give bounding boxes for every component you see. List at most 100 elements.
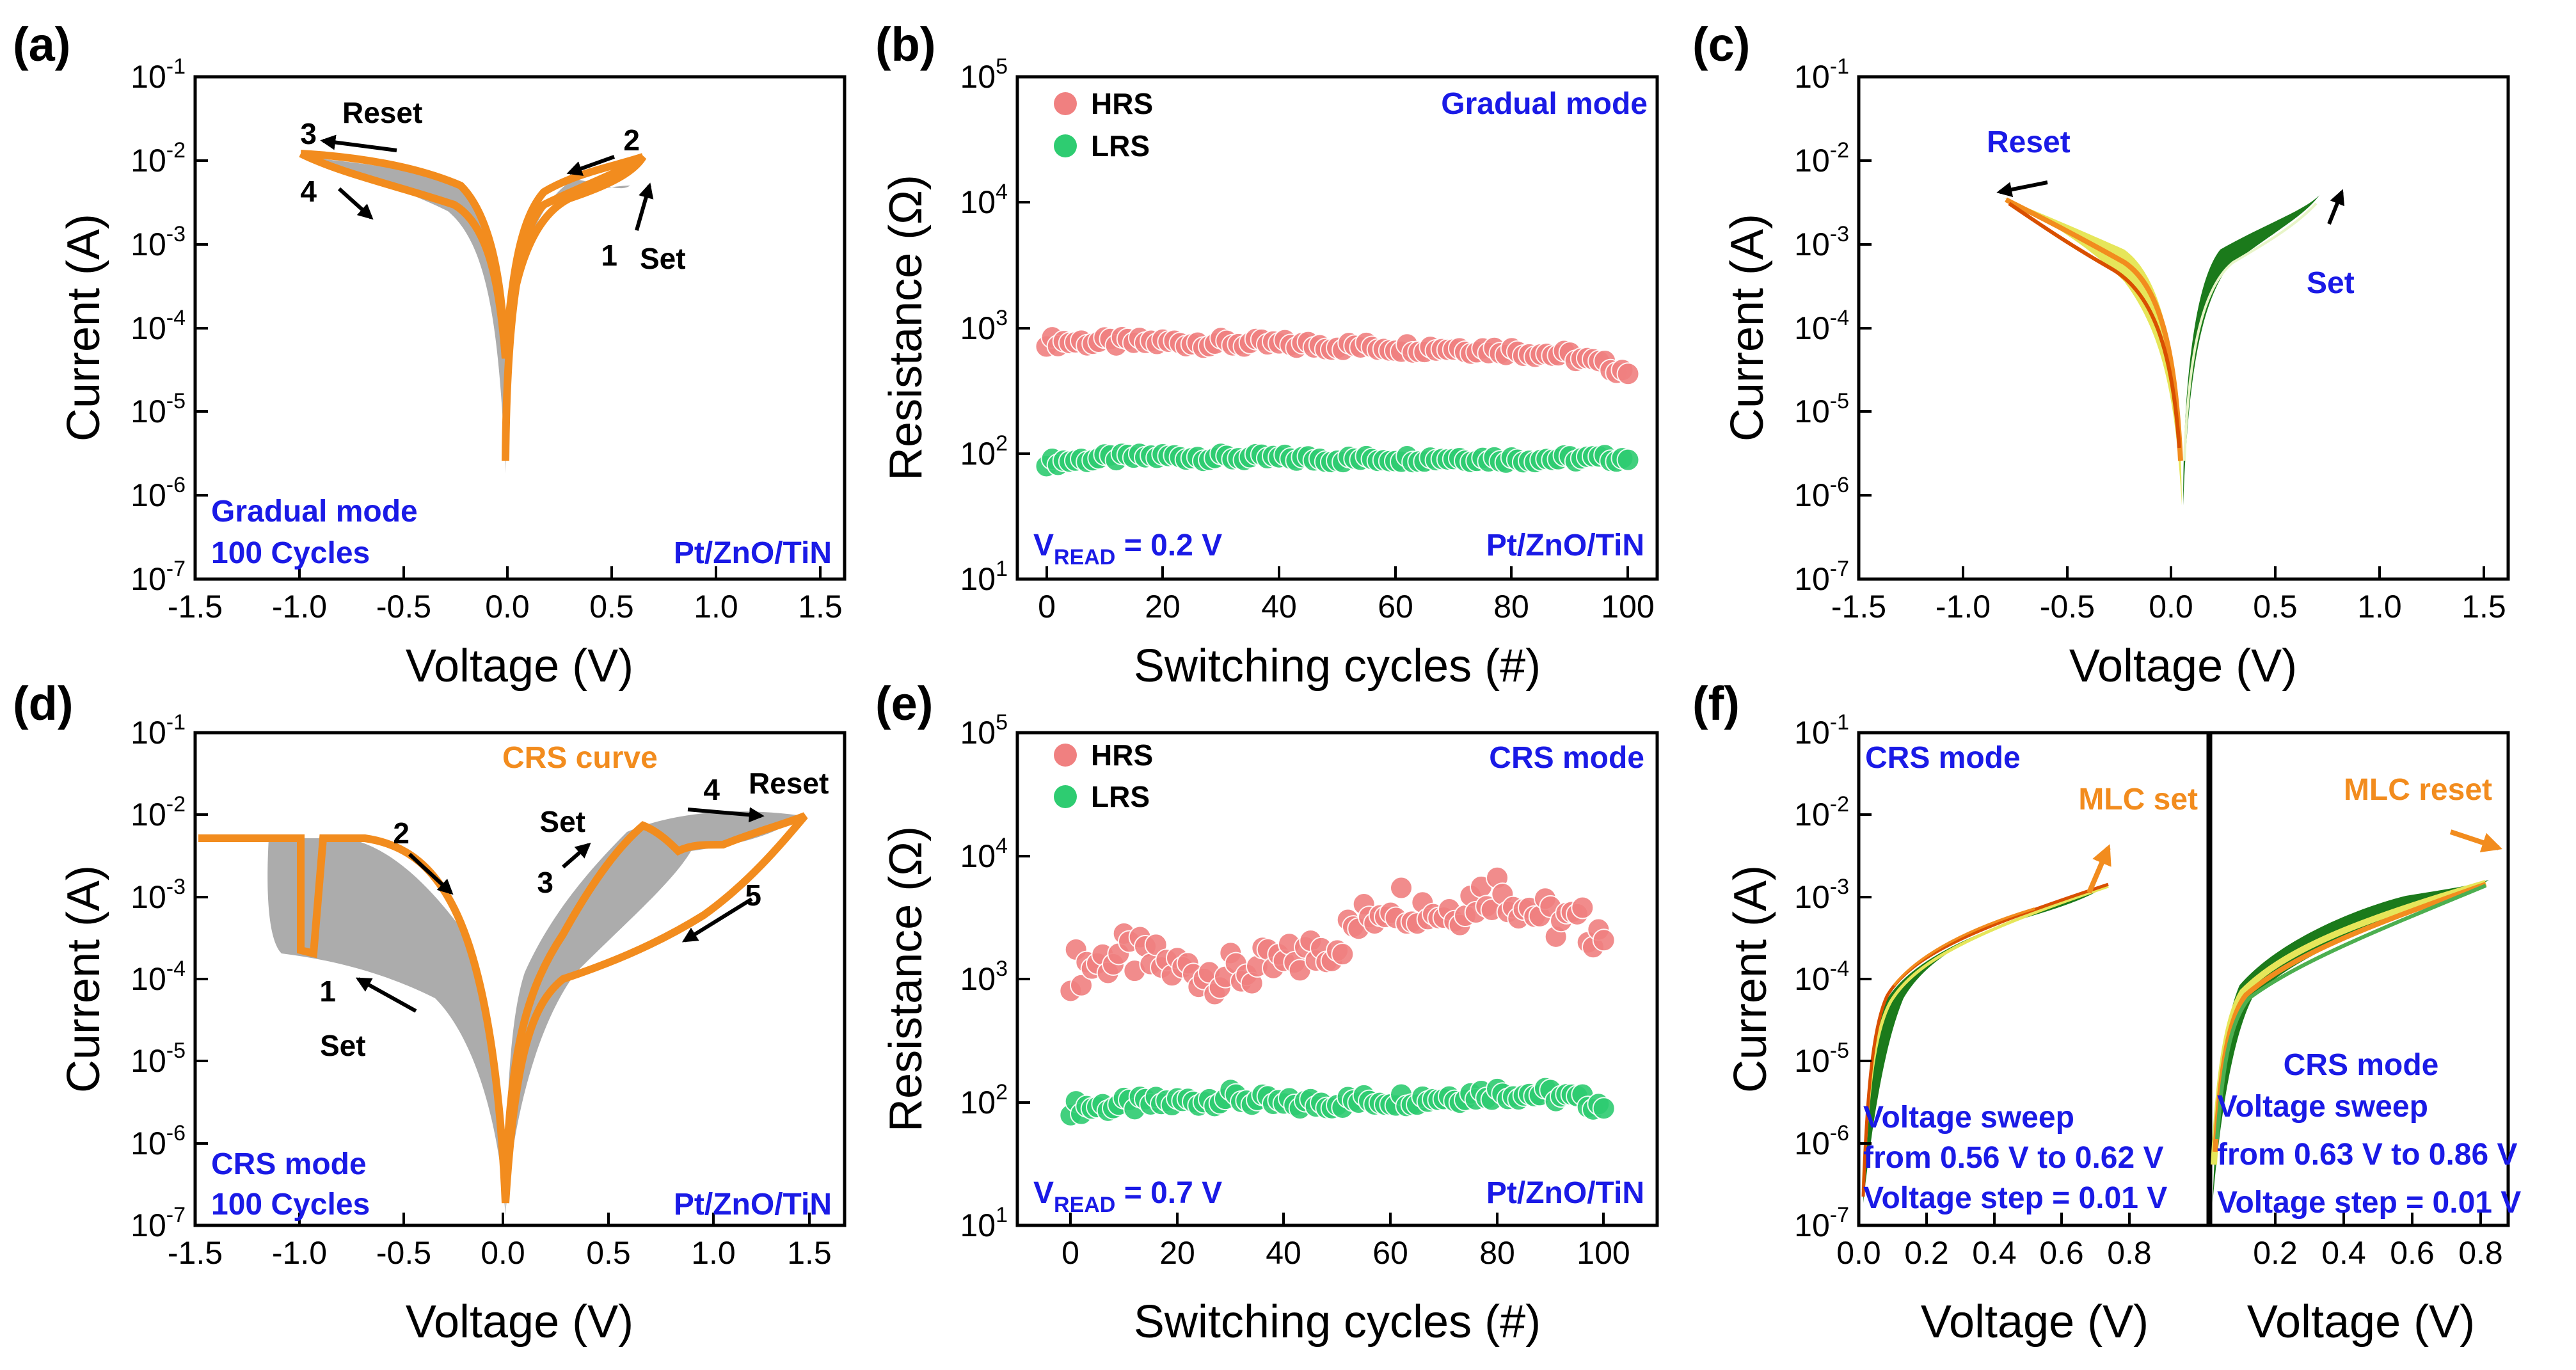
- svg-text:-0.5: -0.5: [2040, 589, 2095, 625]
- svg-text:-0.5: -0.5: [376, 1235, 431, 1271]
- panel-a-arrow-2: [566, 155, 616, 176]
- panel-c-reset: Reset: [1987, 125, 2071, 159]
- svg-text:80: 80: [1479, 1235, 1515, 1271]
- panel-f-left-curves: [1861, 882, 2109, 1203]
- svg-text:10-5: 10-5: [1794, 389, 1849, 429]
- panel-e-legend-hrs: HRS: [1091, 738, 1153, 772]
- svg-text:104: 104: [960, 834, 1008, 874]
- panel-d-n4: 4: [703, 773, 720, 806]
- lrs-point: [1616, 448, 1640, 472]
- panel-a-mode: Gradual mode: [211, 495, 418, 529]
- panel-d-arrow-1: [355, 977, 417, 1013]
- panel-e-xlabel: Switching cycles (#): [1134, 1296, 1541, 1348]
- panel-a-xlabel: Voltage (V): [406, 641, 633, 692]
- svg-text:0.0: 0.0: [1836, 1235, 1881, 1271]
- panel-e: (e) 0 20 40 60 80 100 105 104 103 102 101 Sw…: [875, 677, 1659, 1348]
- panel-f-arrow-mlc-reset: [2449, 829, 2503, 853]
- panel-f-step-left: Voltage step = 0.01 V: [1863, 1181, 2167, 1215]
- panel-d-n3: 3: [537, 866, 553, 899]
- svg-text:0.6: 0.6: [2390, 1235, 2435, 1271]
- panel-d-arrow-3: [562, 842, 591, 869]
- panel-a-arrow-4: [337, 187, 374, 220]
- panel-c-curves: [2003, 195, 2319, 506]
- panel-a-ylabel: Current (A): [58, 214, 109, 442]
- svg-text:0.4: 0.4: [2321, 1235, 2366, 1271]
- panel-d-reset: Reset: [749, 767, 829, 800]
- hrs-point: [1616, 362, 1640, 386]
- svg-text:10-4: 10-4: [1794, 957, 1849, 997]
- panel-f-mlc-reset: MLC reset: [2344, 773, 2492, 807]
- svg-text:10-6: 10-6: [1794, 473, 1849, 513]
- panel-e-legend-lrs: LRS: [1091, 780, 1150, 813]
- svg-text:100: 100: [1577, 1235, 1630, 1271]
- panel-a-ticks: [194, 76, 822, 580]
- svg-text:10-3: 10-3: [131, 875, 186, 915]
- svg-text:104: 104: [960, 180, 1008, 220]
- panel-d-n2: 2: [393, 816, 409, 850]
- svg-text:40: 40: [1266, 1235, 1301, 1271]
- lrs-point: [1592, 1097, 1616, 1120]
- panel-c: (c) -1.5 -1.0 -0.5 0.0 0.5 1.0 1.5 10-1 10-2: [1692, 18, 2510, 692]
- svg-text:10-6: 10-6: [1794, 1121, 1849, 1161]
- svg-text:0.5: 0.5: [2253, 589, 2298, 625]
- panel-e-label: (e): [875, 677, 933, 730]
- panel-f: (f) 0.0 0.2 0.4: [1692, 677, 2521, 1348]
- panel-a-n4: 4: [300, 175, 317, 208]
- panel-e-ticks: [1017, 731, 1605, 1227]
- svg-text:101: 101: [960, 1203, 1008, 1243]
- panel-c-ylabel: Current (A): [1722, 214, 1773, 442]
- panel-f-mlc-set: MLC set: [2078, 783, 2198, 816]
- panel-d-ticks: [194, 731, 811, 1227]
- svg-text:0: 0: [1061, 1235, 1079, 1271]
- hrs-point: [1390, 876, 1413, 900]
- panel-c-x-tick-labels: -1.5 -1.0 -0.5 0.0 0.5 1.0 1.5: [1831, 589, 2506, 625]
- svg-text:105: 105: [960, 710, 1008, 751]
- panel-d-label: (d): [13, 677, 74, 730]
- panel-a-cycles: 100 Cycles: [211, 536, 370, 570]
- panel-b-ylabel: Resistance (Ω): [880, 175, 932, 481]
- panel-a-y-tick-labels: 10-1 10-2 10-3 10-4 10-5 10-6 10-7: [131, 54, 186, 597]
- panel-d-device: Pt/ZnO/TiN: [674, 1188, 832, 1222]
- panel-b-ticks: [1017, 76, 1629, 580]
- panel-a-x-tick-labels: -1.5 -1.0 -0.5 0.0 0.5 1.0 1.5: [168, 589, 843, 625]
- svg-text:10-2: 10-2: [131, 792, 186, 832]
- panel-d-curves: [198, 811, 808, 1216]
- svg-text:1.5: 1.5: [798, 589, 843, 625]
- panel-f-ticks: [1857, 731, 2482, 1227]
- svg-text:1.5: 1.5: [787, 1235, 832, 1271]
- hrs-point: [1070, 973, 1093, 997]
- svg-text:60: 60: [1372, 1235, 1408, 1271]
- svg-text:10-3: 10-3: [1794, 222, 1849, 262]
- panel-b-y-tick-labels: 105 104 103 102 101: [960, 54, 1008, 597]
- panel-e-y-tick-labels: 105 104 103 102 101: [960, 710, 1008, 1243]
- svg-text:0.2: 0.2: [1904, 1235, 1949, 1271]
- panel-d-crs-curve: CRS curve: [502, 741, 658, 775]
- panel-d-xlabel: Voltage (V): [406, 1296, 633, 1348]
- panel-a-curves: [299, 150, 647, 474]
- panel-e-legend-lrs-marker: [1054, 785, 1077, 808]
- panel-d-ylabel: Current (A): [58, 865, 109, 1093]
- panel-d-mode: CRS mode: [211, 1147, 367, 1181]
- svg-text:0.4: 0.4: [1972, 1235, 2017, 1271]
- svg-text:-1.5: -1.5: [168, 1235, 223, 1271]
- panel-b-label: (b): [875, 18, 936, 71]
- svg-text:0.0: 0.0: [481, 1235, 525, 1271]
- panel-b-legend-hrs: HRS: [1091, 87, 1153, 120]
- panel-f-xlabel-right: Voltage (V): [2247, 1296, 2475, 1348]
- panel-d-cycles: 100 Cycles: [211, 1188, 370, 1222]
- panel-d-n5: 5: [745, 879, 761, 912]
- panel-b-device: Pt/ZnO/TiN: [1486, 529, 1644, 562]
- svg-text:10-4: 10-4: [1794, 306, 1849, 346]
- svg-text:103: 103: [960, 957, 1008, 997]
- panel-c-set: Set: [2307, 266, 2355, 300]
- panel-a-set: Set: [640, 242, 686, 275]
- panel-f-sweep-right-1: Voltage sweep: [2217, 1090, 2428, 1124]
- svg-text:0.2: 0.2: [2253, 1235, 2298, 1271]
- panel-f-y-tick-labels: 10-1 10-2 10-3 10-4 10-5 10-6 10-7: [1794, 710, 1849, 1243]
- panel-b-legend-lrs-marker: [1054, 134, 1077, 157]
- panel-e-legend-hrs-marker: [1054, 744, 1077, 767]
- panel-b-legend-hrs-marker: [1054, 92, 1077, 115]
- svg-text:105: 105: [960, 54, 1008, 95]
- panel-c-ticks: [1857, 76, 2485, 580]
